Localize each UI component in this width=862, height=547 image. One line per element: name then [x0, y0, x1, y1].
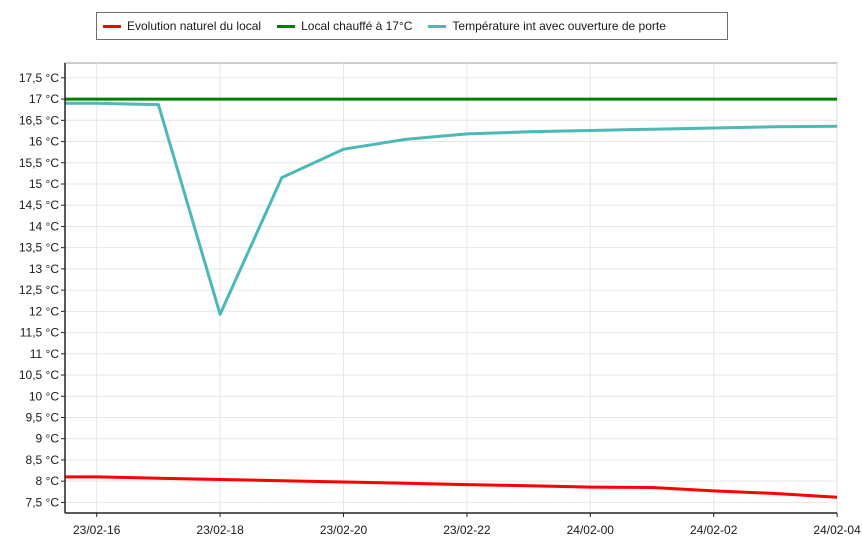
- y-tick-label: 17 °C: [29, 92, 59, 106]
- y-tick-label: 15 °C: [29, 177, 59, 191]
- y-tick-label: 14,5 °C: [19, 198, 59, 212]
- x-tick-label: 24/02-02: [690, 523, 738, 537]
- series-line-2: [65, 101, 837, 316]
- y-tick-label: 14 °C: [29, 219, 59, 233]
- y-tick-label: 16,5 °C: [19, 113, 59, 127]
- y-tick-label: 8,5 °C: [26, 453, 60, 467]
- y-tick-label: 11 °C: [30, 347, 60, 361]
- y-tick-label: 10,5 °C: [19, 368, 59, 382]
- series-lines: [65, 97, 837, 499]
- series-line-0: [65, 475, 837, 499]
- x-tick-label: 24/02-04: [813, 523, 861, 537]
- legend-label: Température int avec ouverture de porte: [452, 19, 666, 33]
- legend-item-red: Evolution naturel du local: [99, 19, 261, 33]
- x-ticks: 23/02-16 23/02-18 23/02-20 23/02-22 24/02-00…: [73, 513, 861, 537]
- y-tick-label: 17,5 °C: [19, 71, 59, 85]
- x-tick-label: 23/02-18: [196, 523, 244, 537]
- grid: [65, 63, 838, 513]
- legend-swatch-teal: [428, 24, 447, 28]
- y-tick-label: 9 °C: [36, 432, 60, 446]
- y-tick-label: 11,5 °C: [20, 326, 60, 340]
- plot-area: [64, 62, 838, 514]
- y-tick-label: 12 °C: [29, 304, 59, 318]
- x-tick-label: 24/02-00: [567, 523, 615, 537]
- y-tick-label: 7,5 °C: [26, 495, 60, 509]
- y-tick-label: 16 °C: [29, 135, 59, 149]
- legend-label: Local chauffé à 17°C: [301, 19, 413, 33]
- x-tick-label: 23/02-16: [73, 523, 121, 537]
- y-tick-label: 13 °C: [29, 262, 59, 276]
- y-tick-label: 15,5 °C: [19, 156, 59, 170]
- legend-item-green: Local chauffé à 17°C: [273, 19, 412, 33]
- legend-swatch-red: [103, 24, 121, 28]
- x-tick-label: 23/02-20: [320, 523, 368, 537]
- legend-item-teal: Température int avec ouverture de porte: [424, 19, 666, 33]
- y-tick-label: 8 °C: [36, 474, 60, 488]
- y-tick-label: 13,5 °C: [19, 241, 59, 255]
- y-tick-label: 12,5 °C: [19, 283, 59, 297]
- legend-label: Evolution naturel du local: [127, 19, 262, 33]
- legend: Evolution naturel du local Local chauffé…: [96, 12, 728, 40]
- legend-swatch-green: [277, 24, 296, 28]
- y-tick-label: 10 °C: [29, 389, 59, 403]
- y-tick-label: 9,5 °C: [26, 410, 60, 424]
- x-tick-label: 23/02-22: [443, 523, 491, 537]
- y-ticks: 7,5 °C 8 °C 8,5 °C 9 °C 9,5 °C 10 °C 10,5 °C 11…: [19, 71, 65, 509]
